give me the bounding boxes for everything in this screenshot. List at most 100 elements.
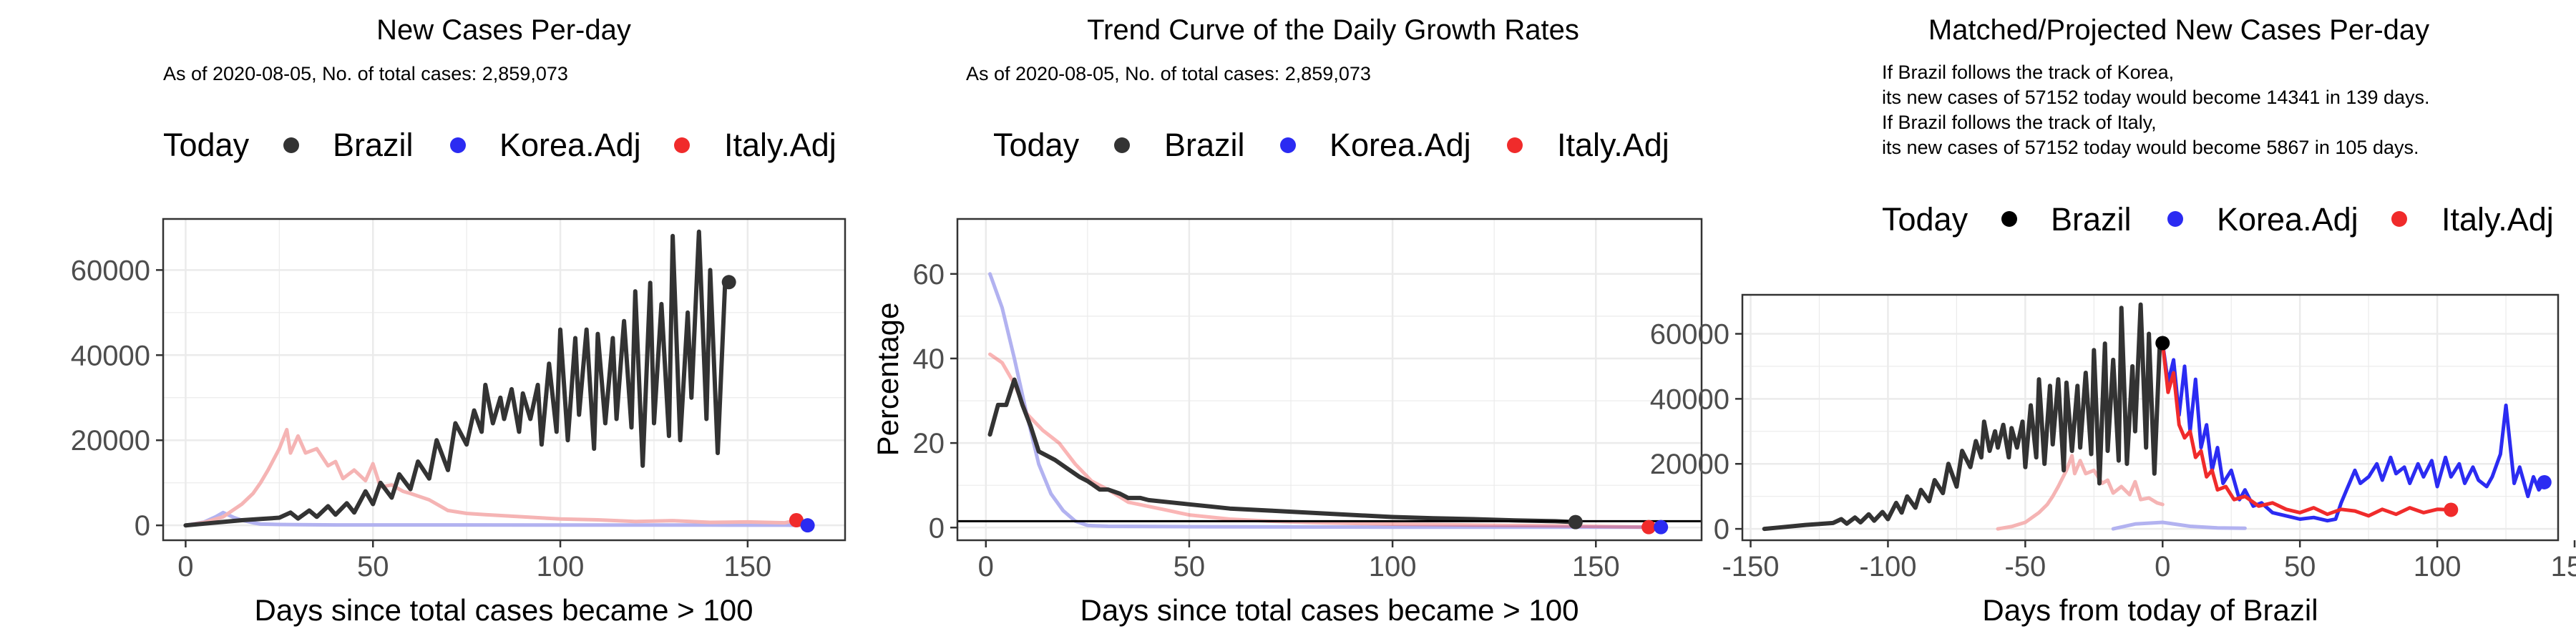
series-line-korea-adj (183, 510, 810, 527)
legend-title: Today (1882, 201, 1968, 238)
legend-key-brazil (2001, 211, 2017, 227)
chart-title: Matched/Projected New Cases Per-day (1928, 14, 2429, 46)
series-line-brazil (183, 229, 731, 528)
legend-key-italy (2391, 211, 2407, 227)
x-tick-label: -100 (1859, 551, 1916, 582)
series-line-korea-adj (988, 272, 1663, 530)
series-line-italy-adj-matched (1996, 454, 2165, 531)
plot-border (162, 218, 847, 542)
projection-note-line: its new cases of 57152 today would becom… (1882, 87, 2430, 108)
plot-area (1741, 293, 2560, 542)
today-points (1568, 514, 1669, 535)
x-tick-label: 100 (2414, 551, 2462, 582)
chart-subtitle: As of 2020-08-05, No. of total cases: 2,… (966, 63, 1371, 84)
legend-key-korea (2167, 211, 2183, 227)
y-tick-label: 20000 (71, 425, 150, 457)
series-line-korea-adj-matched (2111, 520, 2247, 531)
x-tick-label: 150 (1572, 551, 1620, 582)
series-line-italy-adj (183, 427, 799, 527)
y-axis: 0 20 40 60 (913, 259, 957, 544)
plot-area (162, 218, 847, 542)
today-points (721, 275, 815, 533)
plot-border (1741, 293, 2560, 542)
today-point-brazil (1568, 514, 1583, 530)
y-axis: 0 20000 40000 60000 (71, 255, 163, 542)
today-point-korea-adj (1654, 519, 1669, 535)
series-line-korea-adj-projected (2160, 341, 2547, 523)
chart-title: New Cases Per-day (376, 14, 631, 46)
legend-key-italy (1507, 137, 1523, 153)
plot-background (163, 219, 845, 540)
series-line-italy-adj (988, 352, 1651, 530)
x-axis: 0 50 100 150 (978, 540, 1620, 582)
today-point-brazil (721, 275, 736, 290)
series-lines (1762, 302, 2547, 532)
plot-background (957, 219, 1702, 540)
x-tick-label: 50 (2284, 551, 2316, 582)
projection-note-line: If Brazil follows the track of Korea, (1882, 62, 2174, 83)
legend-label-italy: Italy.Adj (724, 127, 836, 163)
series-lines (987, 272, 1663, 530)
today-point-italy-adj (1641, 519, 1657, 535)
x-tick-label: 0 (177, 551, 193, 582)
x-axis-title: Days since total cases became > 100 (1080, 593, 1579, 627)
panel-growth-rates: Trend Curve of the Daily Growth Rates As… (871, 14, 1703, 627)
x-tick-label: 50 (357, 551, 389, 582)
x-tick-label: -50 (2004, 551, 2046, 582)
plot-border (956, 218, 1703, 542)
y-tick-label: 60000 (1650, 319, 1729, 351)
x-tick-label: 0 (978, 551, 994, 582)
today-points (2155, 336, 2552, 517)
panel-new-cases: New Cases Per-day As of 2020-08-05, No. … (71, 14, 847, 627)
legend-label-korea: Korea.Adj (1330, 127, 1471, 163)
projection-note-line: If Brazil follows the track of Italy, (1882, 112, 2157, 133)
legend: Today Brazil Korea.Adj Italy.Adj (993, 127, 1669, 163)
series-line-brazil (1762, 302, 2165, 532)
legend-key-korea (1280, 137, 1296, 153)
x-axis-title: Days from today of Brazil (1982, 593, 2318, 627)
legend-label-italy: Italy.Adj (1557, 127, 1669, 163)
today-point-korea-adj (800, 518, 815, 533)
gridlines (163, 219, 845, 540)
x-tick-label: -150 (1722, 551, 1779, 582)
x-tick-label: 100 (537, 551, 585, 582)
legend-label-brazil: Brazil (1164, 127, 1245, 163)
plot-area (956, 218, 1703, 542)
y-tick-label: 60000 (71, 255, 150, 286)
x-axis: -150 -100 -50 0 50 100 150 (1722, 540, 2576, 582)
legend-title: Today (163, 127, 250, 163)
x-tick-label: 0 (2155, 551, 2170, 582)
x-axis-title: Days since total cases became > 100 (255, 593, 753, 627)
series-line-brazil (987, 377, 1578, 525)
today-point-brazil (2155, 336, 2170, 351)
y-tick-label: 40 (913, 343, 945, 375)
y-tick-label: 60 (913, 259, 945, 291)
projection-note-line: its new cases of 57152 today would becom… (1882, 137, 2419, 158)
legend-key-korea (450, 137, 466, 153)
y-tick-label: 20 (913, 428, 945, 459)
chart-title: Trend Curve of the Daily Growth Rates (1087, 14, 1579, 46)
y-tick-label: 0 (135, 510, 150, 542)
legend-label-korea: Korea.Adj (2217, 201, 2358, 238)
x-axis: 0 50 100 150 (177, 540, 771, 582)
x-tick-label: 100 (1369, 551, 1417, 582)
y-tick-label: 0 (1714, 514, 1729, 545)
legend-label-brazil: Brazil (2051, 201, 2132, 238)
y-tick-label: 40000 (1650, 384, 1729, 415)
y-tick-label: 0 (929, 512, 945, 544)
x-tick-label: 150 (2551, 551, 2576, 582)
today-point-italy-adj (789, 513, 804, 528)
legend-label-korea: Korea.Adj (499, 127, 641, 163)
chart-subtitle: As of 2020-08-05, No. of total cases: 2,… (163, 63, 568, 84)
x-tick-label: 150 (723, 551, 771, 582)
y-axis: 0 20000 40000 60000 (1650, 319, 1742, 545)
legend-label-brazil: Brazil (333, 127, 414, 163)
legend: Today Brazil Korea.Adj Italy.Adj (163, 127, 836, 163)
y-tick-label: 20000 (1650, 449, 1729, 480)
legend-key-brazil (283, 137, 299, 153)
projection-notes: If Brazil follows the track of Korea, it… (1882, 62, 2430, 158)
y-tick-label: 40000 (71, 340, 150, 371)
today-point-korea-adj (2537, 474, 2552, 489)
series-line-italy-adj-projected (2160, 341, 2453, 518)
